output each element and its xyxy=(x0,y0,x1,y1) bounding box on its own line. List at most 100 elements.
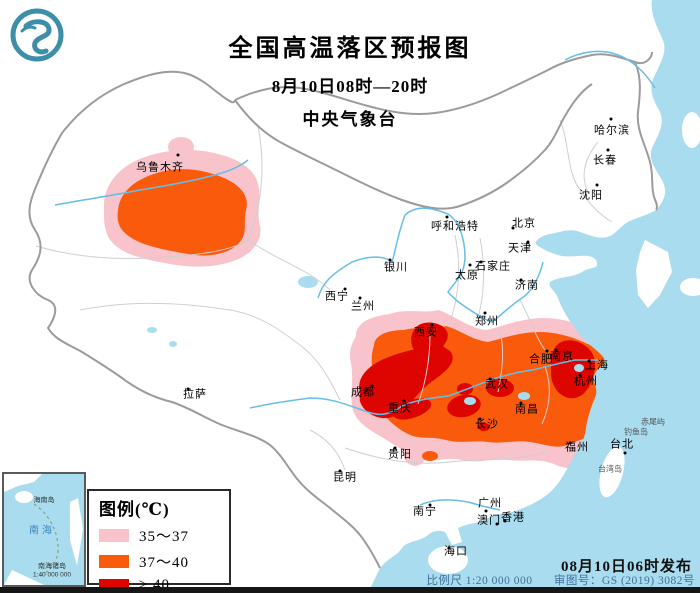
city-dot-香港 xyxy=(503,519,507,523)
city-dot-武汉 xyxy=(488,377,492,381)
city-dot-济南 xyxy=(519,278,523,282)
approval-number: 审图号：GS (2019) 3082号 xyxy=(553,575,695,587)
city-label-西安: 西安 xyxy=(414,326,438,339)
inset-mainland xyxy=(4,474,42,492)
city-dot-合肥 xyxy=(545,349,549,353)
city-label-成都: 成都 xyxy=(351,386,375,399)
city-label-哈尔滨: 哈尔滨 xyxy=(594,124,630,137)
island-label-赤尾屿: 赤尾屿 xyxy=(641,417,665,427)
island-label-钓鱼岛: 钓鱼岛 xyxy=(624,427,648,437)
sea xyxy=(147,0,700,593)
city-dot-海口 xyxy=(447,546,451,550)
city-dot-郑州 xyxy=(483,311,487,315)
city-dot-成都 xyxy=(370,384,374,388)
legend-item-1: 37～40 xyxy=(99,551,221,572)
inset-archipelago-label: 南海诸岛 xyxy=(38,563,66,570)
legend-item-0: 35～37 xyxy=(99,525,221,546)
city-label-呼和浩特: 呼和浩特 xyxy=(431,220,479,233)
river-yangtze xyxy=(249,359,600,416)
heat-zone-xinjiang xyxy=(103,137,261,267)
city-dot-西安 xyxy=(430,323,434,327)
lake-tibet-1 xyxy=(147,327,157,333)
city-label-澳门: 澳门 xyxy=(477,514,501,527)
city-dot-南京 xyxy=(554,348,558,352)
inset-sea-label: 南海 xyxy=(29,525,55,537)
city-label-南京: 南京 xyxy=(550,350,574,363)
river-pearl xyxy=(419,499,501,511)
city-dot-呼和浩特 xyxy=(445,215,449,219)
city-dot-南宁 xyxy=(428,503,432,507)
lake-tibet-2 xyxy=(169,341,177,347)
lake-dongting xyxy=(464,397,476,405)
city-dot-南昌 xyxy=(519,401,523,405)
city-label-海口: 海口 xyxy=(444,545,468,558)
city-label-贵阳: 贵阳 xyxy=(388,448,412,461)
island-north xyxy=(682,112,700,148)
legend-swatch-0 xyxy=(99,529,129,542)
city-dot-乌鲁木齐 xyxy=(176,153,180,157)
rivers xyxy=(54,50,656,511)
south-china-sea-inset: 海南岛 南海 南海诸岛 1:40 000 000 xyxy=(2,472,86,587)
city-label-西宁: 西宁 xyxy=(325,290,349,303)
city-dot-昆明 xyxy=(338,469,342,473)
lake-poyang xyxy=(518,392,530,400)
city-label-济南: 济南 xyxy=(515,279,539,292)
national-border xyxy=(28,51,658,569)
inset-hainan-label: 海南岛 xyxy=(33,497,55,504)
legend-rows: 35～37 37～40 ≥ 40 xyxy=(99,525,221,593)
city-dot-北京 xyxy=(511,226,515,230)
hainan-island xyxy=(428,546,468,574)
city-dot-福州 xyxy=(568,441,572,445)
city-label-杭州: 杭州 xyxy=(574,375,598,388)
taiwan-island xyxy=(599,446,625,498)
publish-time: 08月10日06时发布 xyxy=(560,559,692,575)
inset-map xyxy=(4,474,83,585)
city-dot-广州 xyxy=(484,509,488,513)
inset-hainan xyxy=(15,491,33,503)
city-label-兰州: 兰州 xyxy=(351,300,375,313)
city-dot-上海 xyxy=(587,359,591,363)
river-yellow xyxy=(317,207,544,323)
city-label-沈阳: 沈阳 xyxy=(579,189,603,202)
legend-swatch-1 xyxy=(99,555,129,568)
city-label-合肥: 合肥 xyxy=(529,353,553,366)
islands-and-neighbours xyxy=(428,112,700,574)
river-heilongjiang xyxy=(564,50,656,89)
city-label-重庆: 重庆 xyxy=(388,402,412,415)
island-label-台湾岛: 台湾岛 xyxy=(598,464,622,474)
city-label-天津: 天津 xyxy=(508,242,532,255)
city-dot-银川 xyxy=(388,258,392,262)
lake-qinghai xyxy=(298,276,318,288)
city-dot-天津 xyxy=(526,240,530,244)
city-dot-西宁 xyxy=(343,287,347,291)
city-label-长沙: 长沙 xyxy=(475,418,499,431)
city-dot-哈尔滨 xyxy=(609,117,613,121)
city-label-昆明: 昆明 xyxy=(333,471,357,484)
city-label-郑州: 郑州 xyxy=(475,315,499,328)
legend-title: 图例(℃) xyxy=(99,500,170,519)
river-tarim xyxy=(54,159,249,206)
city-dot-长春 xyxy=(606,148,610,152)
city-dot-长沙 xyxy=(478,417,482,421)
city-label-上海: 上海 xyxy=(585,359,609,372)
legend: 图例(℃) 35～37 37～40 ≥ 40 xyxy=(87,489,231,593)
korea-peninsula xyxy=(636,240,672,308)
city-label-太原: 太原 xyxy=(455,269,479,282)
map-scale: 比例尺 1:20 000 000 xyxy=(426,575,533,587)
city-dot-贵阳 xyxy=(393,446,397,450)
city-label-长春: 长春 xyxy=(593,154,617,167)
city-label-北京: 北京 xyxy=(512,217,536,230)
city-dot-重庆 xyxy=(402,399,406,403)
lake-tai xyxy=(574,364,584,372)
city-label-南宁: 南宁 xyxy=(413,505,437,518)
city-label-拉萨: 拉萨 xyxy=(183,388,207,401)
cma-logo xyxy=(10,8,64,62)
city-label-乌鲁木齐: 乌鲁木齐 xyxy=(136,161,184,174)
city-label-香港: 香港 xyxy=(501,511,525,524)
city-label-广州: 广州 xyxy=(478,497,502,510)
city-label-银川: 银川 xyxy=(384,261,408,274)
inset-borneo xyxy=(4,570,44,585)
inset-philippines xyxy=(70,498,83,566)
city-label-武汉: 武汉 xyxy=(485,378,509,391)
city-dot-太原 xyxy=(468,263,472,267)
